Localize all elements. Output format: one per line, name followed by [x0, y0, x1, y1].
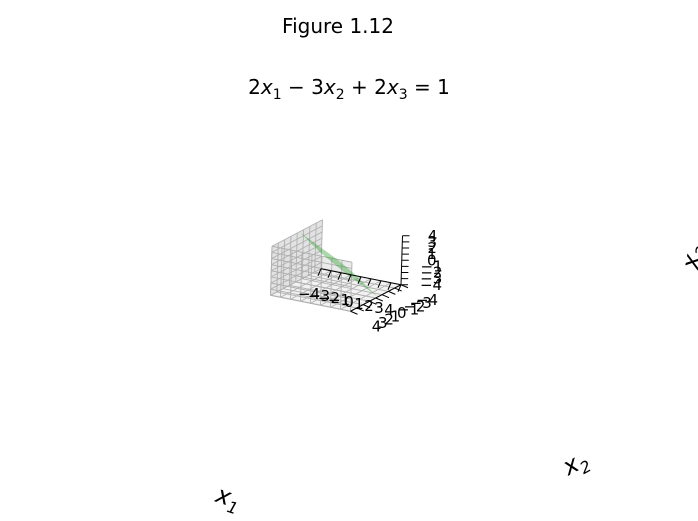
x3-axis-label: x3 [676, 242, 698, 273]
grid-line [320, 256, 323, 306]
x3-tick-label: −2 [420, 264, 442, 282]
grid-line [271, 245, 353, 263]
x1-tick [317, 268, 322, 276]
x2-tick [375, 297, 383, 302]
grid-line [276, 242, 279, 292]
grid-line [320, 278, 372, 306]
grid-line [271, 219, 323, 247]
x2-tick [356, 307, 365, 312]
grid-line [283, 288, 364, 306]
x1-tick [377, 280, 382, 288]
grid-line [271, 264, 352, 282]
x3-tick-label: −3 [420, 270, 442, 288]
grid-line [330, 258, 333, 308]
chart-title-part: + 2 [345, 75, 387, 99]
x2-tick-label: 0 [397, 304, 407, 322]
x1-tick [397, 284, 402, 292]
grid-line [271, 270, 352, 288]
chart-title-part: 3 [399, 87, 408, 103]
plane-surface [299, 231, 378, 297]
x3-tick-label: 0 [427, 251, 437, 269]
x2-tick [350, 310, 358, 315]
x1-tick-label: 0 [344, 293, 354, 311]
chart-title-part: = 1 [408, 75, 450, 99]
grid-line [270, 246, 273, 296]
chart-title-part: x [386, 75, 399, 99]
chart-title-part: 2 [336, 87, 345, 103]
x2-tick-label: 2 [384, 311, 394, 329]
x1-tick-label: −3 [308, 287, 330, 305]
x1-tick-label: −2 [318, 289, 340, 307]
x3-tick-label: 3 [428, 233, 438, 251]
x1-tick [357, 276, 362, 284]
x1-tick-label: 1 [354, 295, 364, 313]
x1-tick-label: 4 [384, 301, 394, 319]
chart-title-part: x [260, 75, 273, 99]
x1-tick-label: −4 [298, 285, 320, 303]
x2-tick-label: −2 [403, 297, 425, 315]
x3-tick-label: −4 [420, 276, 442, 294]
figure-title: Figure 1.12 [282, 14, 394, 38]
x2-tick [381, 294, 390, 299]
x2-tick [394, 287, 402, 292]
chart-title-part: 2 [248, 75, 261, 99]
x1-tick-label: 3 [374, 299, 384, 317]
grid-line [340, 282, 392, 310]
x1-tick [327, 270, 332, 278]
x2-tick-label: −1 [397, 301, 419, 319]
x3-tick-label: 1 [427, 245, 437, 263]
x1-tick-label: −1 [328, 291, 350, 309]
x3-tick-label: 2 [427, 239, 437, 257]
grid-line [276, 291, 357, 309]
x2-tick [369, 300, 377, 305]
x3-tick-label: 4 [428, 227, 438, 245]
grid-lines [270, 219, 402, 312]
grid-line [350, 262, 353, 312]
x2-tick-label: 1 [391, 307, 401, 325]
grid-line [271, 251, 352, 269]
grid-line [330, 280, 382, 308]
x2-axis-label: x2 [557, 445, 594, 485]
x3-axis-label-sub: 3 [691, 244, 698, 257]
x2-tick-label: 3 [378, 314, 388, 332]
grid-line [340, 260, 343, 310]
x1-tick [347, 274, 352, 282]
x1-axis: −4−3−2−10 1 2 3 4x1 [210, 268, 402, 518]
plane-polygon [299, 231, 378, 297]
x2-tick-label: 4 [372, 317, 382, 335]
x1-tick-label: 2 [364, 297, 374, 315]
x1-tick [387, 282, 392, 290]
x2-tick [388, 290, 396, 295]
chart-title-part: 1 [273, 87, 282, 103]
x3-tick-label: −1 [421, 257, 443, 275]
chart-title: 2x1 − 3x2 + 2x3 = 1 [248, 75, 450, 103]
grid-line [270, 294, 351, 312]
x2-tick-label: −4 [416, 291, 438, 309]
grid-line [288, 236, 292, 286]
chart-title-part: − 3 [282, 75, 324, 99]
x2-tick [362, 304, 371, 309]
grid-line [282, 239, 286, 289]
x1-tick [367, 278, 372, 286]
x3-axis-label-main: x [676, 251, 698, 272]
grid-line [295, 281, 376, 299]
x1-tick [337, 272, 342, 280]
x1-axis-label: x1 [210, 480, 244, 518]
x2-tick-label: −3 [410, 294, 432, 312]
chart-title-part: x [323, 75, 336, 99]
grid-line [289, 284, 370, 302]
